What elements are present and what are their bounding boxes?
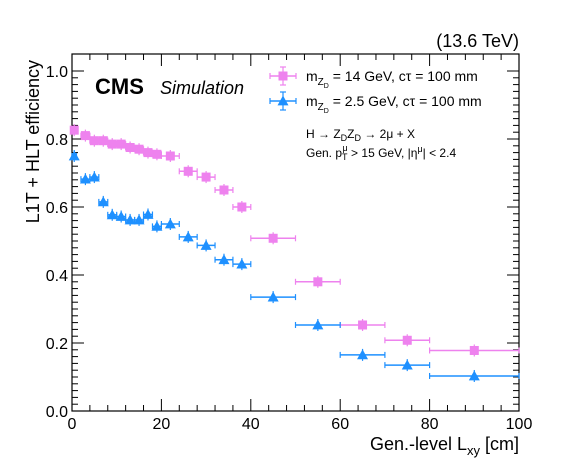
data-point xyxy=(313,277,323,287)
data-point xyxy=(98,136,108,146)
process-annotation: H → ZDZD → 2μ + X xyxy=(306,127,415,143)
data-point xyxy=(125,143,135,152)
data-point xyxy=(106,209,118,220)
legend-marker-zd14 xyxy=(269,66,297,86)
data-point xyxy=(133,214,145,225)
data-point xyxy=(268,233,278,243)
series-1 xyxy=(68,150,520,382)
data-point xyxy=(357,349,369,360)
x-tick-label: 80 xyxy=(421,416,439,433)
simulation-label: Simulation xyxy=(160,78,244,98)
data-point xyxy=(218,254,230,265)
x-tick-label: 100 xyxy=(506,416,533,433)
x-tick-label: 60 xyxy=(331,416,349,433)
data-point xyxy=(165,151,175,161)
data-point xyxy=(201,172,211,182)
data-point xyxy=(116,139,126,149)
data-point xyxy=(236,258,248,269)
legend-marker-zd2p5 xyxy=(269,91,297,111)
data-point xyxy=(358,320,368,330)
data-point xyxy=(107,139,117,149)
data-point xyxy=(124,214,136,225)
data-point xyxy=(151,220,163,231)
data-point xyxy=(164,218,176,229)
legend-label-zd14: mZD = 14 GeV, cτ = 100 mm xyxy=(306,68,478,90)
data-point xyxy=(115,211,127,221)
x-tick-label: 20 xyxy=(153,416,171,433)
data-point xyxy=(80,131,90,141)
y-tick-label: 0.8 xyxy=(46,132,68,149)
cut-annotation: Gen. pTμ > 15 GeV, |ημ| < 2.4 xyxy=(306,143,456,162)
y-tick-label: 0.2 xyxy=(46,336,68,353)
data-point xyxy=(401,359,413,370)
data-point xyxy=(97,196,109,207)
data-point xyxy=(200,239,212,250)
plot-frame xyxy=(71,53,520,412)
data-point xyxy=(142,208,154,219)
x-tick-label: 0 xyxy=(68,416,77,433)
y-tick-label: 0.4 xyxy=(46,268,68,285)
data-point xyxy=(468,370,480,381)
legend: mZD = 14 GeV, cτ = 100 mm mZD = 2.5 GeV,… xyxy=(269,66,482,115)
x-axis-title-sub: xy xyxy=(467,443,481,458)
legend-marker xyxy=(278,71,288,81)
x-axis-title-main: Gen.-level L xyxy=(370,434,467,454)
data-point xyxy=(89,136,99,146)
data-point xyxy=(88,171,100,182)
energy-label: (13.6 TeV) xyxy=(436,31,519,51)
data-point xyxy=(143,148,153,158)
legend-marker xyxy=(277,95,289,106)
data-point xyxy=(79,173,91,184)
y-tick-label: 1.0 xyxy=(46,64,68,81)
legend-label-zd2p5: mZD = 2.5 GeV, cτ = 100 mm xyxy=(306,93,482,115)
cms-label: CMS xyxy=(95,74,144,99)
data-point xyxy=(183,166,193,176)
data-point xyxy=(402,335,412,345)
data-point xyxy=(267,291,279,302)
y-tick-label: 0.6 xyxy=(46,200,68,217)
data-point xyxy=(68,150,80,161)
y-tick-label: 0.0 xyxy=(46,404,68,421)
y-axis-title: L1T + HLT efficiency xyxy=(23,60,43,223)
data-point xyxy=(152,149,162,159)
data-point xyxy=(469,345,479,355)
data-point xyxy=(69,125,79,135)
x-axis-title: Gen.-level Lxy [cm] xyxy=(370,434,519,458)
series-0 xyxy=(69,124,520,357)
x-tick-label: 40 xyxy=(242,416,260,433)
data-point xyxy=(219,185,229,195)
data-point xyxy=(237,202,247,212)
data-point xyxy=(134,144,144,154)
data-point xyxy=(312,319,324,330)
x-axis-title-unit: [cm] xyxy=(480,434,519,454)
data-point xyxy=(182,231,194,242)
